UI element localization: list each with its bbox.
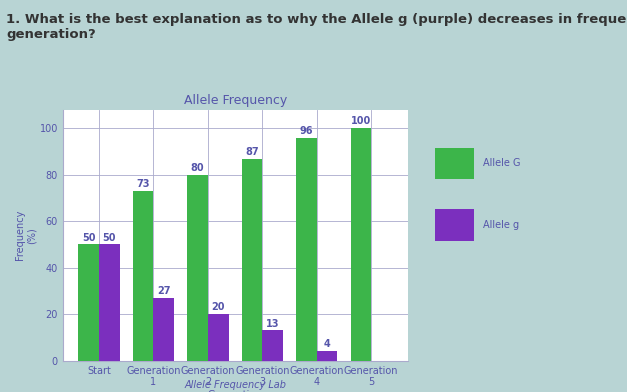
Text: 1. What is the best explanation as to why the Allele g (purple) decreases in fre: 1. What is the best explanation as to wh… [6, 13, 627, 41]
Bar [241, 158, 262, 361]
Bar [262, 330, 283, 361]
Text: 20: 20 [211, 302, 225, 312]
Bar [133, 191, 154, 361]
Text: 96: 96 [300, 126, 313, 136]
X-axis label: Generation: Generation [208, 390, 262, 392]
Text: 87: 87 [245, 147, 259, 157]
Text: 27: 27 [157, 286, 171, 296]
Text: 100: 100 [350, 116, 371, 127]
Bar [317, 351, 337, 361]
Text: 50: 50 [103, 232, 116, 243]
Text: Allele G: Allele G [483, 158, 520, 169]
Bar [350, 128, 371, 361]
Text: 13: 13 [266, 319, 280, 328]
Bar [187, 175, 208, 361]
Y-axis label: Frequency
(%): Frequency (%) [15, 210, 37, 260]
Text: Allele Frequency Lab: Allele Frequency Lab [184, 380, 286, 390]
Bar [435, 148, 474, 180]
Text: Allele g: Allele g [483, 220, 519, 230]
Text: 4: 4 [324, 339, 330, 350]
Text: 73: 73 [137, 179, 150, 189]
Bar [99, 245, 120, 361]
Bar [296, 138, 317, 361]
Title: Allele Frequency: Allele Frequency [184, 94, 287, 107]
Bar [208, 314, 229, 361]
Bar [154, 298, 174, 361]
Bar [78, 245, 99, 361]
Text: 50: 50 [82, 232, 95, 243]
Bar [435, 209, 474, 241]
Text: 80: 80 [191, 163, 204, 173]
